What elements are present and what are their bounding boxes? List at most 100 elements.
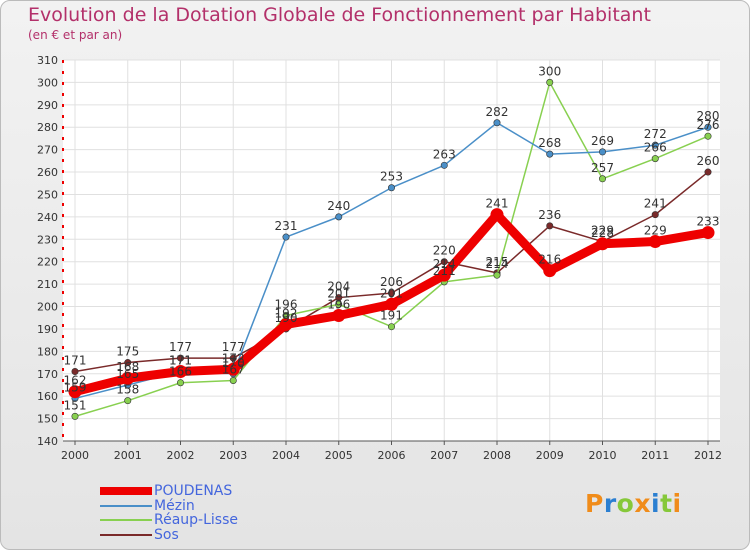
data-point — [124, 359, 132, 367]
data-label: 229 — [644, 224, 667, 238]
data-label: 165 — [116, 367, 139, 381]
data-point — [704, 132, 712, 140]
data-label: 162 — [64, 374, 87, 388]
legend-swatch-sos — [100, 533, 152, 536]
x-tick-label: 2002 — [167, 449, 195, 462]
data-label: 191 — [380, 309, 403, 323]
data-point — [229, 354, 237, 362]
data-label: 170 — [222, 356, 245, 370]
data-label: 167 — [222, 362, 245, 376]
data-point — [701, 226, 715, 240]
legend-label-reaup-lisse: Réaup-Lisse — [154, 512, 238, 529]
data-point — [651, 155, 659, 163]
y-tick-label: 200 — [37, 301, 58, 314]
proxiti-logo: Proxiti — [585, 489, 682, 518]
y-tick-label: 180 — [37, 345, 58, 358]
data-point — [335, 213, 343, 221]
data-point — [493, 271, 501, 279]
data-label: 268 — [538, 136, 561, 150]
legend-label-poudenas: POUDENAS — [154, 483, 233, 500]
data-label: 253 — [380, 170, 403, 184]
logo-letter: i — [672, 489, 682, 518]
data-point — [332, 308, 346, 322]
y-tick-label: 190 — [37, 323, 58, 336]
data-label: 177 — [169, 340, 192, 354]
data-label: 240 — [327, 199, 350, 213]
data-point — [546, 150, 554, 158]
data-label: 211 — [433, 264, 456, 278]
data-label: 214 — [486, 257, 509, 271]
data-label: 214 — [433, 257, 456, 271]
y-tick-label: 230 — [37, 233, 58, 246]
data-point — [598, 175, 606, 183]
data-point — [704, 168, 712, 176]
legend-entry: Mézin — [100, 499, 238, 514]
data-label: 168 — [116, 360, 139, 374]
data-label: 236 — [538, 208, 561, 222]
data-label: 196 — [327, 297, 350, 311]
data-point — [596, 237, 609, 251]
x-tick-label: 2011 — [641, 449, 669, 462]
data-point — [490, 208, 504, 222]
y-tick-label: 140 — [37, 435, 58, 448]
data-label: 231 — [275, 219, 298, 233]
data-label: 201 — [327, 286, 350, 300]
data-label: 272 — [644, 127, 667, 141]
data-label: 280 — [697, 109, 720, 123]
y-tick-label: 210 — [37, 278, 58, 291]
data-point — [387, 289, 395, 297]
data-point — [279, 317, 293, 331]
data-point — [493, 119, 501, 127]
legend-label-mezin: Mézin — [154, 497, 195, 514]
data-point — [437, 268, 451, 282]
data-point — [385, 297, 398, 311]
legend-entry: Sos — [100, 528, 238, 543]
y-tick-label: 270 — [37, 144, 58, 157]
data-point — [651, 141, 659, 149]
x-tick-label: 2007 — [430, 449, 458, 462]
y-tick-label: 300 — [37, 76, 58, 89]
data-point — [229, 376, 237, 384]
logo-letter: r — [603, 489, 617, 518]
data-point — [335, 294, 343, 302]
y-tick-label: 260 — [37, 166, 58, 179]
data-label: 233 — [697, 215, 720, 229]
legend-swatch-poudenas — [100, 487, 152, 496]
data-point — [651, 211, 659, 219]
data-label: 260 — [697, 154, 720, 168]
data-label: 158 — [116, 383, 139, 397]
data-label: 172 — [222, 351, 245, 365]
legend-entry: Réaup-Lisse — [100, 513, 238, 528]
x-tick-label: 2004 — [272, 449, 300, 462]
x-tick-label: 2000 — [61, 449, 89, 462]
y-tick-label: 240 — [37, 211, 58, 224]
data-point — [543, 264, 557, 278]
data-label: 192 — [275, 306, 298, 320]
logo-letter: o — [616, 489, 635, 518]
data-label: 241 — [644, 197, 667, 211]
chart-subtitle: (en € et par an) — [28, 28, 123, 42]
data-label: 241 — [486, 197, 509, 211]
legend-entry: POUDENAS — [100, 484, 238, 499]
chart-title: Evolution de la Dotation Globale de Fonc… — [28, 4, 651, 26]
data-label: 171 — [169, 354, 192, 368]
data-label: 266 — [644, 141, 667, 155]
data-label: 269 — [591, 134, 614, 148]
data-label: 171 — [169, 354, 192, 368]
data-label: 215 — [486, 255, 509, 269]
data-label: 171 — [64, 354, 87, 368]
data-point — [71, 412, 79, 420]
data-point — [440, 161, 448, 169]
data-label: 159 — [64, 380, 87, 394]
x-tick-label: 2005 — [325, 449, 353, 462]
data-point — [335, 300, 343, 308]
x-tick-label: 2010 — [589, 449, 617, 462]
data-point — [177, 379, 185, 387]
data-label: 151 — [64, 398, 87, 412]
data-label: 220 — [433, 244, 456, 258]
data-point — [598, 148, 606, 156]
data-label: 300 — [538, 64, 561, 78]
x-tick-label: 2012 — [694, 449, 722, 462]
legend-swatch-reaup-lisse — [100, 519, 152, 522]
